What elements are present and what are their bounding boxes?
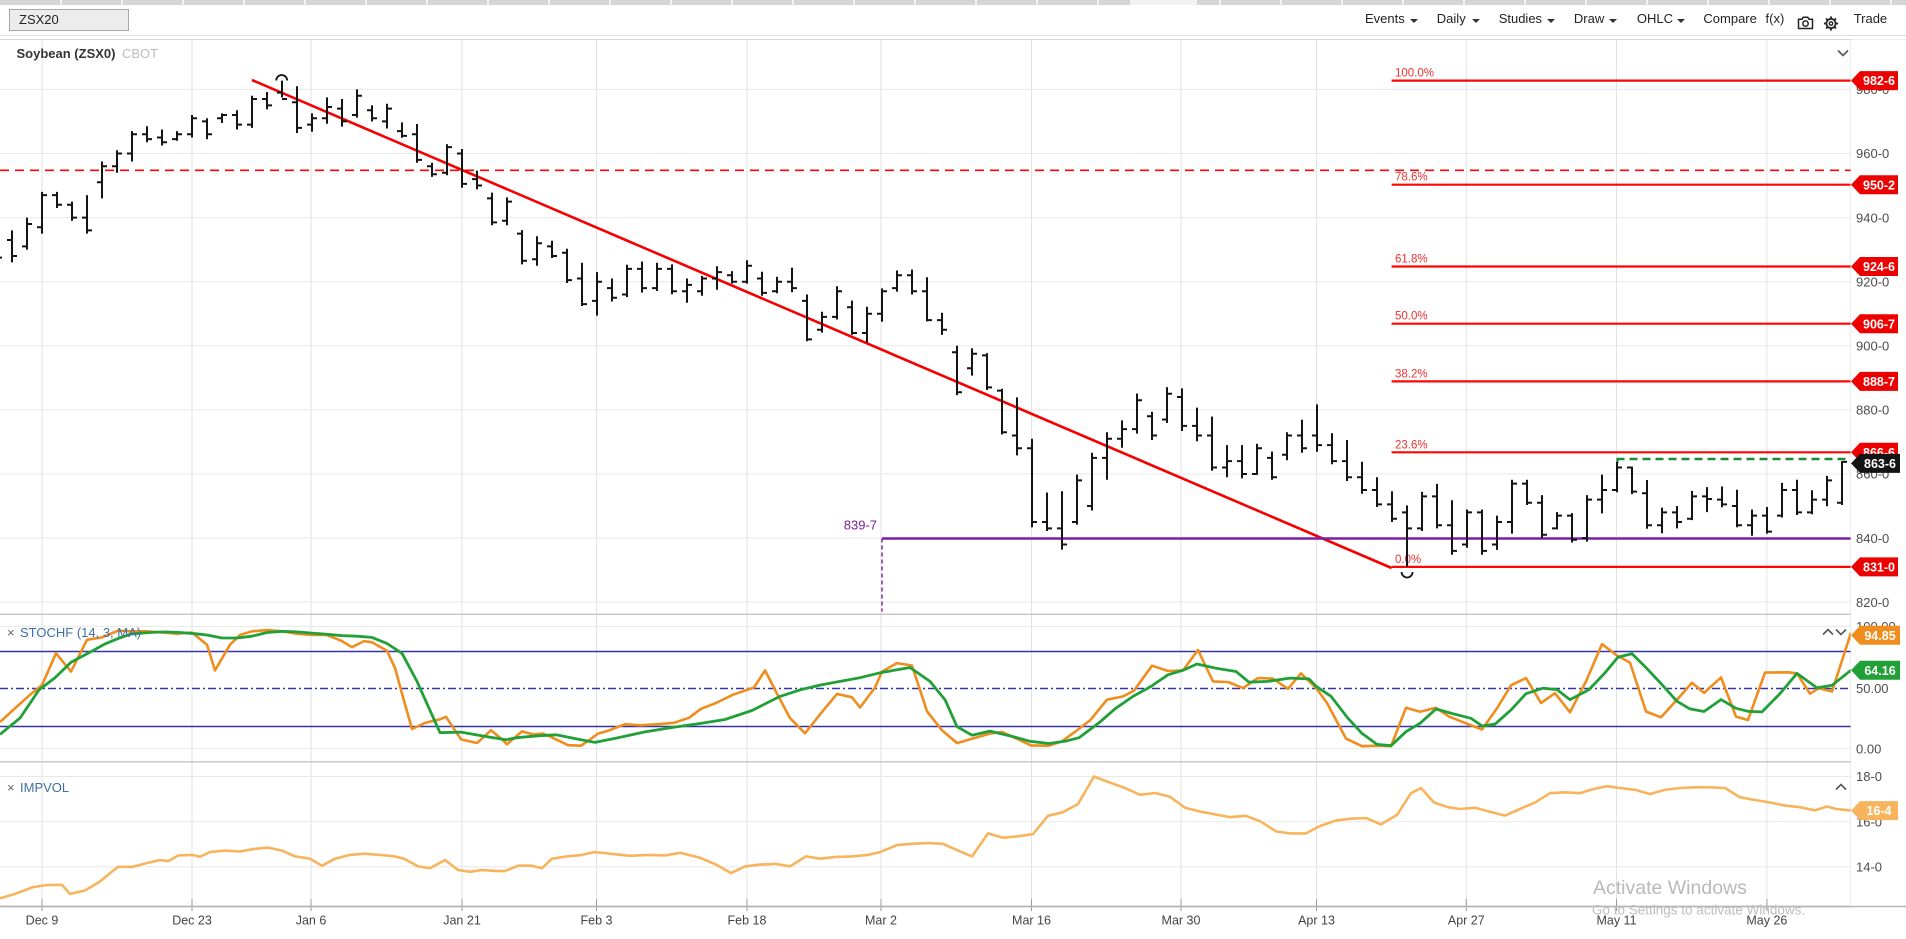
svg-text:Go to Settings to activate Win: Go to Settings to activate Windows. bbox=[1592, 903, 1805, 918]
svg-text:900-0: 900-0 bbox=[1856, 339, 1889, 354]
svg-text:Mar 30: Mar 30 bbox=[1162, 914, 1201, 928]
svg-text:Dec 23: Dec 23 bbox=[172, 914, 212, 928]
svg-text:May 26: May 26 bbox=[1746, 914, 1787, 928]
svg-text:Feb 3: Feb 3 bbox=[581, 914, 613, 928]
svg-text:Activate Windows: Activate Windows bbox=[1593, 877, 1747, 899]
svg-text:839-7: 839-7 bbox=[844, 518, 877, 533]
svg-text:23.6%: 23.6% bbox=[1395, 439, 1428, 451]
svg-text:14-0: 14-0 bbox=[1856, 860, 1882, 875]
svg-text:×: × bbox=[7, 780, 15, 795]
svg-text:50.0%: 50.0% bbox=[1395, 311, 1428, 323]
svg-text:50.00: 50.00 bbox=[1856, 681, 1889, 696]
svg-text:Dec 9: Dec 9 bbox=[26, 914, 59, 928]
svg-text:×: × bbox=[7, 625, 15, 640]
svg-text:61.8%: 61.8% bbox=[1395, 254, 1428, 266]
svg-text:Mar 16: Mar 16 bbox=[1012, 914, 1051, 928]
svg-text:831-0: 831-0 bbox=[1863, 561, 1895, 575]
svg-text:0.0%: 0.0% bbox=[1395, 554, 1421, 566]
svg-text:78.6%: 78.6% bbox=[1395, 172, 1428, 184]
svg-text:Apr 13: Apr 13 bbox=[1298, 914, 1335, 928]
svg-text:0.00: 0.00 bbox=[1856, 741, 1881, 756]
svg-text:Jan 21: Jan 21 bbox=[443, 914, 481, 928]
svg-text:Mar 2: Mar 2 bbox=[865, 914, 897, 928]
svg-text:940-0: 940-0 bbox=[1856, 210, 1889, 225]
svg-text:Apr 27: Apr 27 bbox=[1448, 914, 1485, 928]
svg-text:863-6: 863-6 bbox=[1864, 457, 1896, 471]
svg-text:982-6: 982-6 bbox=[1863, 74, 1895, 88]
svg-text:924-6: 924-6 bbox=[1863, 260, 1895, 274]
svg-text:840-0: 840-0 bbox=[1856, 531, 1889, 546]
svg-text:820-0: 820-0 bbox=[1856, 595, 1889, 610]
svg-text:Soybean (ZSX0): Soybean (ZSX0) bbox=[17, 46, 116, 61]
svg-text:950-2: 950-2 bbox=[1863, 178, 1895, 192]
svg-text:16-4: 16-4 bbox=[1866, 804, 1891, 818]
svg-text:Jan 6: Jan 6 bbox=[296, 914, 327, 928]
svg-text:38.2%: 38.2% bbox=[1395, 368, 1428, 380]
svg-text:94.85: 94.85 bbox=[1864, 629, 1895, 643]
svg-text:888-7: 888-7 bbox=[1863, 375, 1895, 389]
svg-text:18-0: 18-0 bbox=[1856, 769, 1882, 784]
svg-text:920-0: 920-0 bbox=[1856, 274, 1889, 289]
svg-text:May 11: May 11 bbox=[1596, 914, 1636, 928]
svg-text:IMPVOL: IMPVOL bbox=[20, 780, 69, 795]
svg-text:880-0: 880-0 bbox=[1856, 403, 1889, 418]
svg-text:Feb 18: Feb 18 bbox=[728, 914, 767, 928]
svg-text:960-0: 960-0 bbox=[1856, 146, 1889, 161]
svg-text:CBOT: CBOT bbox=[122, 46, 158, 61]
svg-text:STOCHF (14, 3, MA): STOCHF (14, 3, MA) bbox=[20, 625, 141, 640]
svg-text:64.16: 64.16 bbox=[1864, 664, 1895, 678]
svg-text:906-7: 906-7 bbox=[1863, 317, 1895, 331]
svg-text:100.0%: 100.0% bbox=[1395, 68, 1434, 80]
